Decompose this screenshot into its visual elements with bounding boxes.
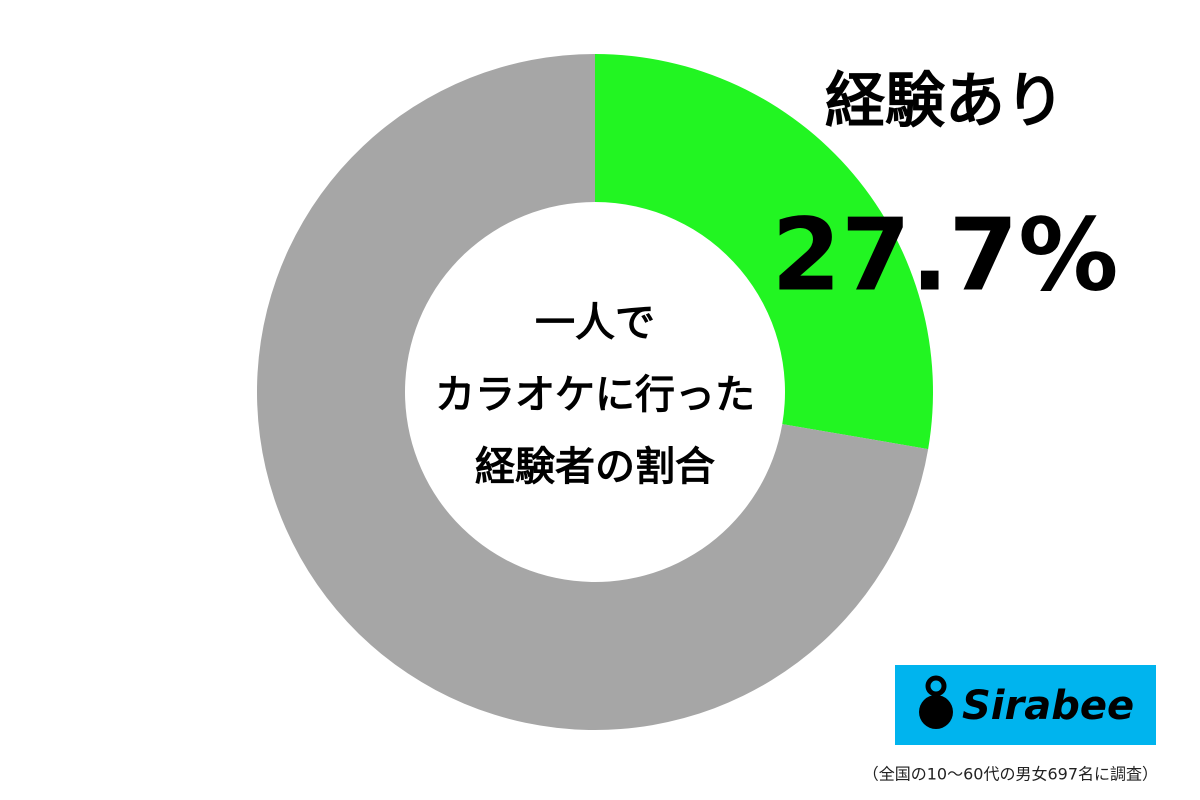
footnote: （全国の10〜60代の男女697名に調査）: [863, 765, 1158, 784]
donut-slice: [257, 54, 929, 730]
center-label-line: 経験者の割合: [475, 444, 715, 490]
logo-icon: [919, 695, 953, 729]
value-label: 27.7%: [772, 196, 1119, 313]
center-label-line: 一人で: [535, 300, 655, 346]
slice-label: 経験あり: [825, 67, 1065, 137]
donut-slice: [595, 54, 934, 450]
center-label-line: カラオケに行った: [435, 372, 755, 418]
donut: [257, 54, 934, 730]
logo-text: Sirabee: [962, 683, 1134, 729]
logo-icon-top: [925, 675, 947, 697]
